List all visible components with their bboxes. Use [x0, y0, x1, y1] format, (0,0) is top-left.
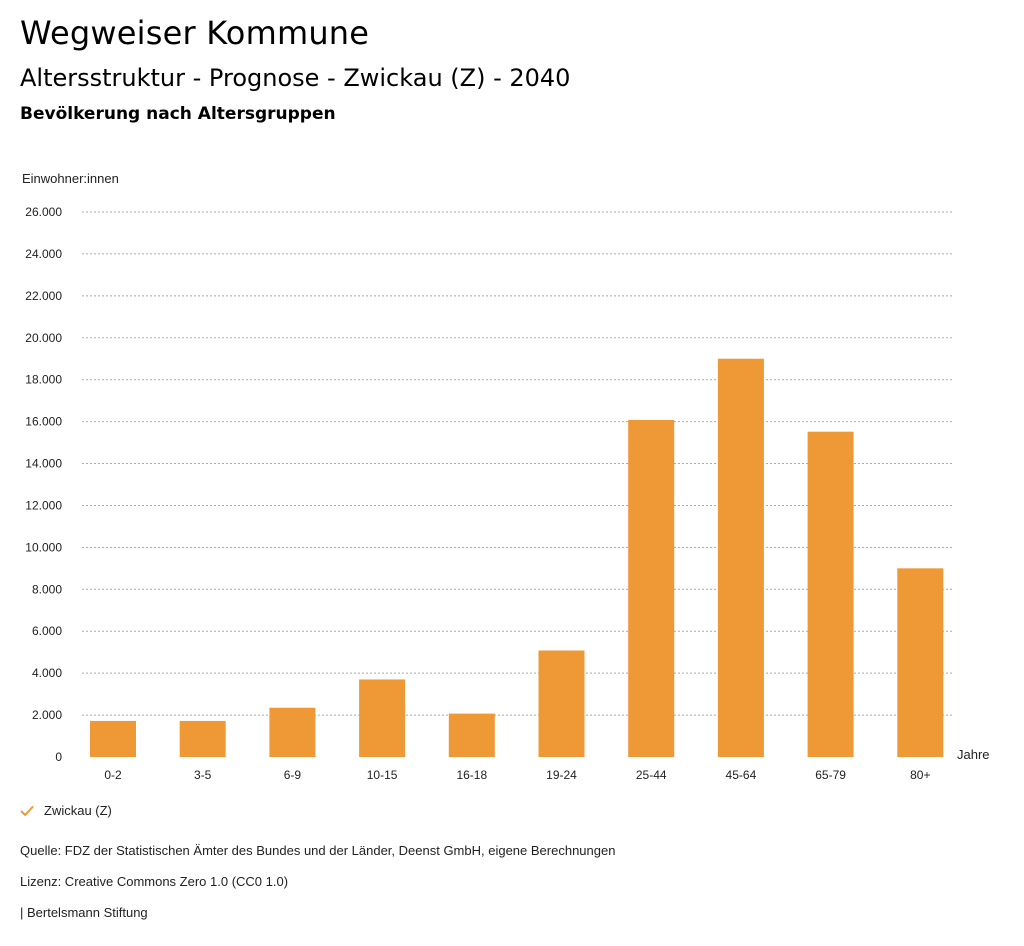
bar-3-5 — [179, 720, 226, 757]
checkmark-icon — [20, 805, 34, 816]
x-tick-label: 16-18 — [456, 768, 487, 782]
y-tick-label: 24.000 — [25, 247, 62, 261]
license-note: Lizenz: Creative Commons Zero 1.0 (CC0 1… — [20, 874, 289, 889]
x-tick-label: 10-15 — [367, 768, 398, 782]
legend[interactable]: Zwickau (Z) — [20, 803, 112, 818]
brand-note[interactable]: | Bertelsmann Stiftung — [20, 905, 148, 920]
y-tick-label: 26.000 — [25, 205, 62, 219]
page-title: Wegweiser Kommune — [20, 14, 370, 52]
bar-25-44 — [628, 419, 675, 757]
x-tick-label: 25-44 — [636, 768, 667, 782]
x-tick-label: 0-2 — [104, 768, 122, 782]
bar-65-79 — [807, 431, 854, 757]
x-tick-label: 3-5 — [194, 768, 212, 782]
bar-16-18 — [448, 713, 495, 757]
y-tick-label: 10.000 — [25, 540, 62, 554]
bar-0-2 — [90, 720, 136, 757]
y-tick-label: 2.000 — [32, 708, 62, 722]
x-tick-label: 65-79 — [815, 768, 846, 782]
x-tick-label: 19-24 — [546, 768, 577, 782]
bar-19-24 — [538, 650, 585, 757]
y-tick-label: 20.000 — [25, 331, 62, 345]
y-axis-label: Einwohner:innen — [22, 171, 119, 186]
bar-45-64 — [717, 358, 764, 757]
bar-10-15 — [359, 679, 406, 757]
x-tick-label: 45-64 — [726, 768, 757, 782]
legend-label: Zwickau (Z) — [44, 803, 112, 818]
chart-subtitle: Altersstruktur - Prognose - Zwickau (Z) … — [20, 64, 571, 92]
bar-chart: 0 2.000 4.000 6.000 8.000 10.000 12.000 14.000 1… — [25, 205, 990, 782]
y-tick-label: 12.000 — [25, 498, 62, 512]
y-tick-label: 22.000 — [25, 289, 62, 303]
y-tick-label: 6.000 — [32, 624, 62, 638]
x-axis-label: Jahre — [957, 747, 990, 762]
bar-6-9 — [269, 707, 316, 757]
y-tick-label: 4.000 — [32, 666, 62, 680]
bar-80+ — [897, 568, 944, 757]
y-tick-label: 18.000 — [25, 373, 62, 387]
x-tick-label: 6-9 — [284, 768, 302, 782]
source-note: Quelle: FDZ der Statistischen Ämter des … — [20, 843, 616, 858]
y-tick-label: 8.000 — [32, 582, 62, 596]
chart-heading: Bevölkerung nach Altersgruppen — [20, 104, 336, 124]
y-tick-label: 0 — [55, 750, 62, 764]
x-tick-label: 80+ — [910, 768, 930, 782]
y-tick-label: 16.000 — [25, 415, 62, 429]
y-tick-label: 14.000 — [25, 457, 62, 471]
